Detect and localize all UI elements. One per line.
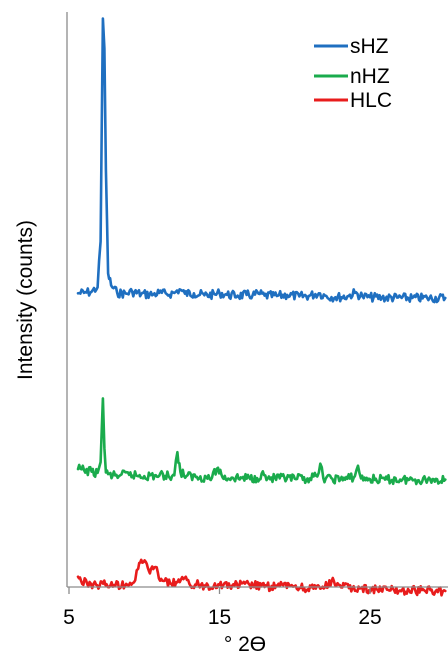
x-tick-label: 5 [63, 606, 75, 629]
x-tick-label: 25 [358, 606, 381, 629]
x-axis-title: ° 2ϴ [224, 633, 266, 656]
x-tick-label: 15 [208, 606, 231, 629]
series-line-hlc [76, 558, 447, 597]
legend-label-hlc: HLC [350, 89, 392, 112]
legend-label-nhz: nHZ [350, 65, 390, 88]
x-axis-ticks: 5 15 25 [63, 587, 382, 629]
series-line-nhz [76, 397, 447, 486]
y-axis-title: Intensity (counts) [14, 220, 37, 380]
legend-label-shz: sHZ [350, 35, 389, 58]
series-line-shz [76, 17, 447, 304]
